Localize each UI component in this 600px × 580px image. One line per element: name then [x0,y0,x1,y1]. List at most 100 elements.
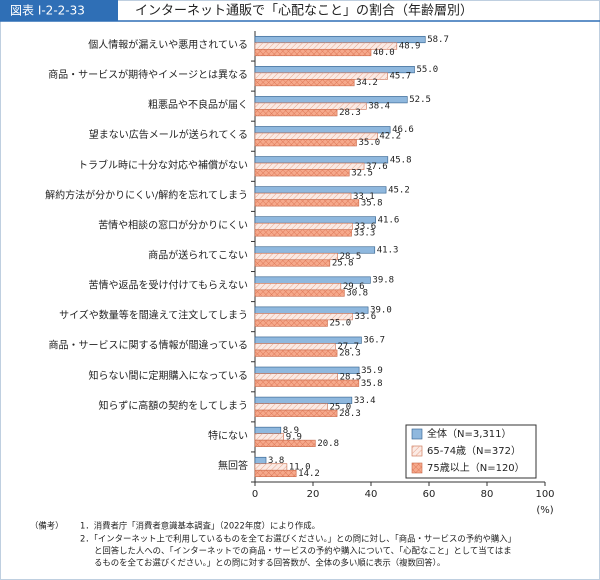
legend-box [405,424,537,479]
value-label: 33.3 [354,228,376,238]
y-tick-label: 望まない広告メールが送られてくる [89,128,248,141]
unit-label: (%) [536,505,553,516]
y-tick-label: 粗悪品や不良品が届く [148,98,248,111]
value-label: 35.8 [361,379,383,389]
value-label: 30.8 [346,289,368,299]
value-label: 8.9 [283,426,299,436]
bar [254,463,288,471]
value-label: 11.0 [289,462,311,472]
chart-title: インターネット通販で「心配なこと」の割合（年齢層別） [135,3,473,19]
bar [254,289,345,297]
legend-hatch [412,446,422,456]
x-tick-label: 60 [423,489,436,500]
value-label: 32.5 [351,168,373,178]
note-line: と回答した人への、「インターネットでの商品・サービスの予約や購入について、「心配… [94,546,512,556]
value-label: 28.3 [339,409,361,419]
legend-swatch [411,428,423,440]
value-label: 25.0 [330,402,352,412]
value-label: 33.1 [353,192,375,202]
value-label: 36.7 [363,336,385,346]
value-label: 28.5 [340,252,362,262]
y-tick-label: サイズや数量等を間違えて注文してしまう [59,309,248,322]
x-tick-label: 0 [252,489,258,500]
value-label: 33.6 [354,222,376,232]
value-label: 38.4 [368,102,390,112]
value-label: 45.2 [388,185,410,195]
legend-hatch [412,463,422,473]
x-tick-label: 80 [481,489,494,500]
bar [254,109,338,117]
value-label: 3.8 [268,456,284,466]
bar [254,162,365,170]
y-tick-label: 特にない [208,430,248,442]
value-label: 28.3 [339,349,361,359]
x-tick-label: 20 [307,489,320,500]
notes-label: （備考） [30,521,64,531]
y-tick-label: 解約方法が分かりにくい/解約を忘れてしまう [45,188,248,201]
y-tick-label: 商品・サービスに関する情報が間違っている [49,339,249,352]
y-tick-label: 苦情や返品を受け付けてもらえない [89,279,249,292]
bar [254,319,328,327]
y-tick-label: 無回答 [218,459,248,472]
bar [254,456,267,465]
legend-label: 全体（N=3,311） [427,427,512,440]
value-label: 29.6 [343,282,365,292]
value-label: 39.0 [370,306,392,316]
bar [254,139,357,147]
bar [254,409,338,417]
value-label: 39.8 [372,276,394,286]
note-line: るものを全てお選びください。」との問に対する回答数が、全体の多い順に表示（複数回… [94,558,445,568]
value-label: 20.8 [317,439,339,449]
bar [254,79,355,87]
note-line: 2．「インターネット上で利用しているものを全てお選びください。」との問に対し、「… [80,534,516,544]
bar [254,126,391,134]
figure-label: 図表 I-2-2-33 [10,4,85,18]
bar [254,192,352,200]
bar [254,349,338,357]
bar [254,426,282,434]
header-tab [0,0,118,21]
value-label: 55.0 [417,65,439,75]
value-label: 25.8 [332,259,354,269]
bar [254,229,352,237]
value-label: 27.7 [337,342,359,352]
y-tick-label: 苦情や相談の窓口が分かりにくい [98,218,248,231]
bar [254,433,285,441]
y-tick-label: 個人情報が漏えいや悪用されている [88,38,248,51]
x-tick-label: 40 [365,489,378,500]
bar [254,48,372,57]
value-label: 25.0 [330,319,352,329]
value-label: 45.7 [390,72,412,82]
bar [254,469,297,478]
legend-label: 65-74歳（N=372） [427,445,521,457]
bar [254,199,360,207]
y-tick-label: トラブル時に十分な対応や補償がない [78,158,248,171]
y-tick-label: 商品・サービスが期待やイメージとは異なる [48,68,248,81]
value-label: 28.3 [339,108,361,118]
value-label: 33.6 [354,312,376,322]
y-tick-label: 知らずに高額の契約をしてしまう [99,399,249,412]
x-tick-label: 100 [535,489,554,500]
value-label: 9.9 [286,432,302,442]
legend-label: 75歳以上（N=120） [427,462,525,474]
value-label: 46.6 [392,125,414,135]
bar [254,343,336,351]
value-label: 35.9 [361,366,383,376]
value-label: 42.2 [379,132,401,142]
bar [254,169,350,177]
value-label: 41.6 [378,215,400,225]
value-label: 58.7 [427,35,449,45]
y-tick-label: 知らない間に定期購入になっている [89,369,249,382]
bar [254,222,353,230]
bar [254,252,338,261]
value-label: 28.5 [340,372,362,382]
value-label: 48.9 [399,42,421,52]
value-label: 41.3 [377,246,399,256]
value-label: 40.0 [373,48,395,58]
y-tick-label: 商品が送られてこない [148,249,248,262]
bar [254,259,331,267]
bar [254,306,369,314]
value-label: 35.8 [361,198,383,208]
bar [254,439,316,447]
